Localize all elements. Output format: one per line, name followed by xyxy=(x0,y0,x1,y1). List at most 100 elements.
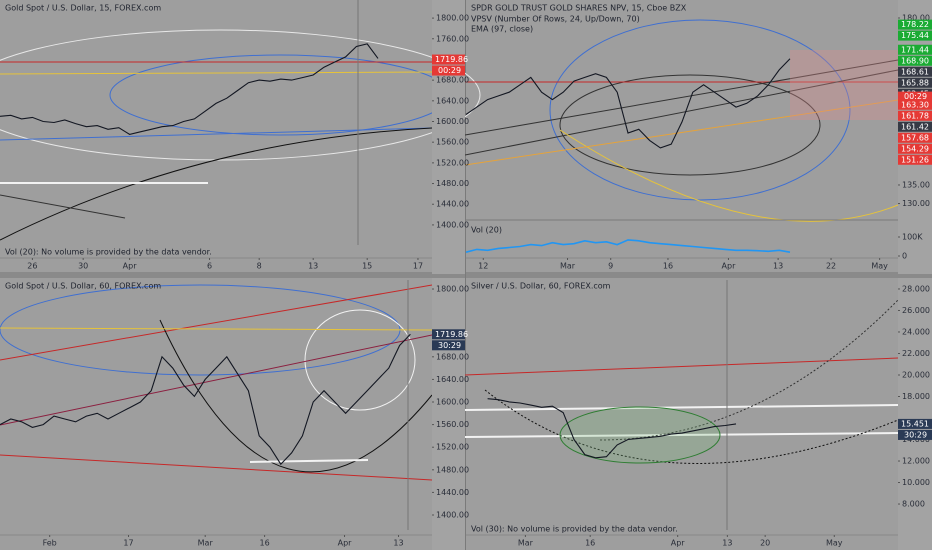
price-marker-label: 168.90 xyxy=(901,56,929,65)
y-tick-label: 22.000 xyxy=(902,349,930,358)
hline xyxy=(464,404,899,411)
y-tick-label: 180.00 xyxy=(902,13,930,22)
x-tick-label: 16 xyxy=(663,262,673,271)
x-tick-label: 20 xyxy=(760,539,770,548)
y-tick-label: 24.000 xyxy=(902,327,930,336)
hline xyxy=(0,71,433,75)
price-axis xyxy=(898,278,932,550)
volume-label: Vol (20) xyxy=(471,226,502,235)
ellipse xyxy=(559,74,821,176)
x-tick-label: 13 xyxy=(308,262,318,271)
x-tick-label: Mar xyxy=(198,539,214,548)
indicator-label: VPSV (Number Of Rows, 24, Up/Down, 70) xyxy=(471,15,640,24)
countdown-box xyxy=(432,65,465,76)
price-marker-label: 168.61 xyxy=(901,67,929,76)
trend xyxy=(0,454,433,481)
trend xyxy=(464,69,899,156)
x-tick-label: 26 xyxy=(27,262,37,271)
y-tick-label: 1560.00 xyxy=(436,420,469,429)
x-tick-label: Apr xyxy=(338,539,353,548)
x-tick-label: 17 xyxy=(413,262,423,271)
zone xyxy=(790,50,898,120)
chart-title: SPDR GOLD TRUST GOLD SHARES NPV, 15, Cbo… xyxy=(471,4,687,13)
price-marker-label: 1719.86 xyxy=(435,330,468,339)
volume-note: Vol (20): No volume is provided by the d… xyxy=(5,248,212,257)
x-tick-label: 30 xyxy=(78,262,88,271)
price-marker-label: 161.42 xyxy=(901,122,929,131)
price-marker xyxy=(898,121,932,132)
x-tick-label: Apr xyxy=(671,539,686,548)
curve xyxy=(599,299,899,441)
x-tick-label: 13 xyxy=(773,262,783,271)
countdown-box xyxy=(432,340,465,351)
price-marker-label: 165.88 xyxy=(901,78,929,87)
y-tick-label: 1640.00 xyxy=(436,96,469,105)
price-marker-label: 171.44 xyxy=(901,45,929,54)
price-marker-label: 151.26 xyxy=(901,155,929,164)
price-line xyxy=(0,43,379,135)
indicator-label: EMA (97, close) xyxy=(471,25,533,34)
x-tick-label: 16 xyxy=(585,539,595,548)
price-marker-label: 178.22 xyxy=(901,20,929,29)
x-tick-label: 15 xyxy=(362,262,372,271)
volume-line xyxy=(465,239,791,253)
x-tick-label: 17 xyxy=(123,539,133,548)
countdown: 00:29 xyxy=(904,92,927,101)
curve xyxy=(0,127,433,241)
countdown: 30:29 xyxy=(438,341,461,350)
ellipse xyxy=(304,309,416,411)
x-tick-label: 12 xyxy=(478,262,488,271)
countdown-box xyxy=(898,429,932,440)
curve xyxy=(559,129,899,222)
y-tick-label: 1440.00 xyxy=(436,488,469,497)
x-tick-label: May xyxy=(826,539,843,548)
chart-title: Gold Spot / U.S. Dollar, 15, FOREX.com xyxy=(5,4,161,13)
ellipse xyxy=(549,19,851,201)
price-marker xyxy=(898,77,932,88)
trend xyxy=(0,284,433,361)
price-marker xyxy=(898,143,932,154)
hline xyxy=(0,327,433,331)
countdown: 00:29 xyxy=(438,66,461,75)
y-tick-label: 1480.00 xyxy=(436,465,469,474)
x-tick-label: Mar xyxy=(518,539,534,548)
chart-title: Gold Spot / U.S. Dollar, 60, FOREX.com xyxy=(5,282,161,291)
hline xyxy=(464,432,899,438)
y-tick-label: 1440.00 xyxy=(436,200,469,209)
price-marker xyxy=(898,418,932,429)
price-axis xyxy=(432,278,465,550)
trend xyxy=(464,59,899,136)
trend xyxy=(464,99,899,166)
price-marker xyxy=(898,110,932,121)
y-tick-label: 130.00 xyxy=(902,199,930,208)
price-marker xyxy=(898,154,932,165)
price-marker xyxy=(432,54,465,65)
x-tick-label: May xyxy=(871,262,888,271)
y-tick-label: 1800.00 xyxy=(436,14,469,23)
x-tick-label: 13 xyxy=(722,539,732,548)
x-tick-label: 8 xyxy=(257,262,262,271)
y-tick-label: 1680.00 xyxy=(436,76,469,85)
x-tick-label: 6 xyxy=(207,262,212,271)
x-tick-label: 13 xyxy=(393,539,403,548)
x-tick-label: Apr xyxy=(123,262,138,271)
price-marker-label: 15.451 xyxy=(901,419,929,428)
x-tick-label: 16 xyxy=(260,539,270,548)
price-marker xyxy=(898,44,932,55)
y-tick-label: 28.000 xyxy=(902,284,930,293)
x-tick-label: Apr xyxy=(722,262,737,271)
chart-title: Silver / U.S. Dollar, 60, FOREX.com xyxy=(471,282,611,291)
y-tick-label: 1680.00 xyxy=(436,352,469,361)
price-marker xyxy=(432,329,465,340)
countdown: 30:29 xyxy=(904,430,927,439)
hline xyxy=(249,459,369,463)
price-line xyxy=(0,333,411,466)
curve xyxy=(484,389,899,464)
y-tick-label: 1760.00 xyxy=(436,34,469,43)
x-tick-label: Mar xyxy=(560,262,576,271)
price-marker xyxy=(898,132,932,143)
countdown-box xyxy=(898,91,932,102)
y-tick-label: 1520.00 xyxy=(436,443,469,452)
y-tick-label: 0 xyxy=(902,252,907,261)
